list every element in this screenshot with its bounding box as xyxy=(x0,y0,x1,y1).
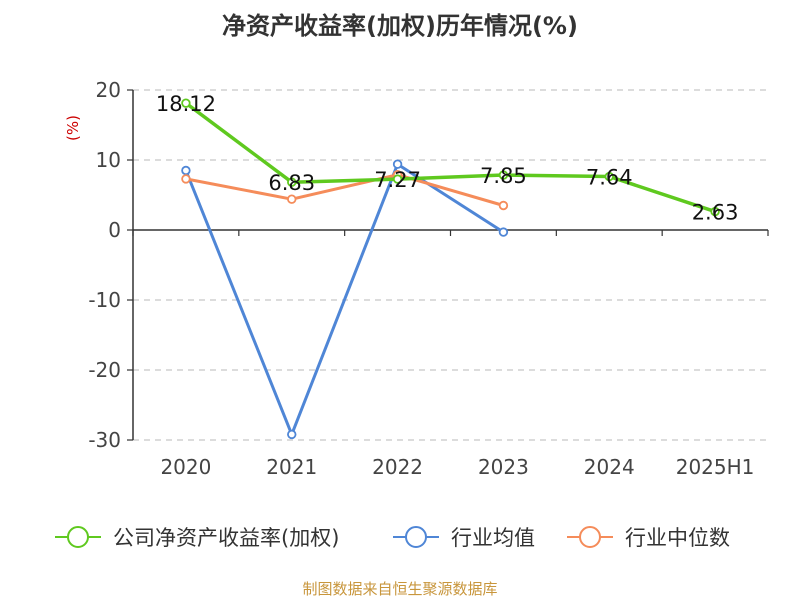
grid-lines xyxy=(133,89,768,441)
data-label: 7.64 xyxy=(586,166,633,190)
x-tick-label: 2020 xyxy=(160,455,211,479)
data-point xyxy=(181,165,191,176)
legend-item[interactable]: 行业均值 xyxy=(393,526,535,550)
data-label: 7.27 xyxy=(374,168,421,192)
data-point xyxy=(498,227,509,237)
data-point xyxy=(181,98,191,108)
y-tick-label: -20 xyxy=(88,358,121,382)
series-lines xyxy=(181,98,720,440)
y-tick-label: 0 xyxy=(108,218,121,242)
series-line xyxy=(184,101,716,214)
data-point xyxy=(604,171,614,182)
legend-item[interactable]: 公司净资产收益率(加权) xyxy=(55,526,339,550)
x-tick-label: 2021 xyxy=(266,455,317,479)
legend-marker xyxy=(67,526,89,548)
series-line xyxy=(185,173,504,207)
x-tick-label: 2024 xyxy=(584,455,635,479)
data-point xyxy=(498,170,509,180)
data-label: 18.12 xyxy=(156,92,216,116)
data-point xyxy=(181,174,191,184)
x-tick-label: 2022 xyxy=(372,455,423,479)
legend-marker xyxy=(405,526,427,548)
y-tick-label: 10 xyxy=(96,148,121,172)
x-tick-label: 2023 xyxy=(478,455,529,479)
y-tick-label: -30 xyxy=(88,428,121,452)
legend: 公司净资产收益率(加权) 行业均值 行业中位数 xyxy=(55,526,730,550)
data-point xyxy=(710,206,720,217)
data-label: 6.83 xyxy=(268,171,315,195)
legend-label: 行业均值 xyxy=(451,526,535,550)
data-label: 2.63 xyxy=(692,201,739,225)
data-point xyxy=(287,429,297,440)
data-label: 7.85 xyxy=(480,164,527,188)
data-point xyxy=(498,200,509,211)
axes: 20 10 0 -10 -20 -30 2020 2021 2022 2023 2024 2025H1 xyxy=(88,78,769,479)
chart-title: 净资产收益率(加权)历年情况(%) xyxy=(222,12,578,40)
legend-item[interactable]: 行业中位数 xyxy=(567,526,730,550)
data-point xyxy=(392,174,403,184)
legend-label: 行业中位数 xyxy=(625,526,730,550)
legend-label: 公司净资产收益率(加权) xyxy=(113,526,339,550)
source-note: 制图数据来自恒生聚源数据库 xyxy=(302,580,498,598)
data-point xyxy=(287,194,297,204)
x-tick-label: 2025H1 xyxy=(676,455,755,479)
data-point xyxy=(287,177,297,187)
legend-marker xyxy=(579,526,601,548)
y-tick-label: -10 xyxy=(88,288,121,312)
data-point xyxy=(392,159,403,169)
y-axis-label: (%) xyxy=(64,115,82,141)
data-labels: 18.12 6.83 7.27 7.85 7.64 2.63 xyxy=(156,92,739,224)
series-line xyxy=(184,162,505,436)
y-tick-label: 20 xyxy=(96,78,121,102)
